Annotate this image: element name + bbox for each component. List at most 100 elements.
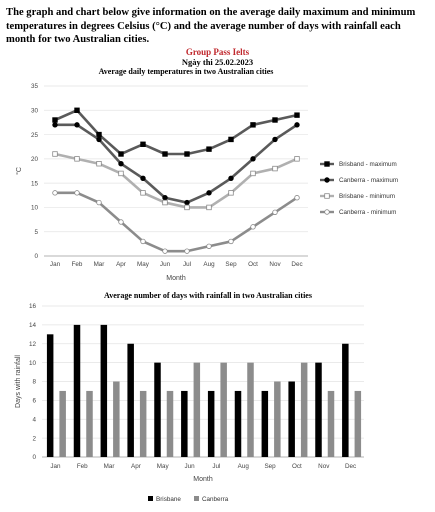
data-point (74, 122, 80, 128)
data-point (96, 161, 102, 167)
data-point (52, 151, 58, 157)
x-tick-label: Sep (264, 463, 276, 470)
data-point (74, 107, 80, 113)
data-point (118, 170, 124, 177)
data-point (96, 199, 102, 206)
bar-canberra (193, 362, 201, 457)
data-point (140, 238, 146, 245)
data-point (206, 146, 212, 152)
bar-brisbane (261, 390, 269, 457)
data-point (140, 141, 146, 147)
x-axis-title: Month (166, 275, 186, 282)
legend-label: Brisband - maximum (339, 161, 397, 168)
x-tick-label: Oct (248, 261, 258, 268)
data-point (52, 122, 58, 128)
y-tick-label: 0 (32, 454, 36, 461)
legend-label: Canberra - maximum (339, 177, 398, 184)
y-tick-label: 20 (31, 156, 39, 163)
bar-canberra (59, 390, 66, 457)
y-tick-label: 10 (29, 360, 37, 367)
y-tick-label: 0 (34, 253, 38, 260)
legend-label: Brisbane (156, 496, 181, 503)
data-point (184, 204, 190, 211)
data-point (118, 161, 124, 167)
data-point (118, 219, 124, 225)
x-axis-title: Month (193, 476, 213, 483)
data-point (272, 165, 278, 172)
y-tick-label: 16 (29, 303, 37, 310)
data-point (272, 209, 278, 215)
data-point (162, 248, 168, 254)
series-line-3 (54, 152, 298, 209)
data-point (206, 243, 212, 249)
data-point (294, 195, 300, 201)
x-tick-label: May (137, 261, 150, 268)
x-tick-label: Jan (50, 261, 61, 268)
data-point (52, 190, 58, 196)
x-tick-label: Aug (203, 261, 215, 268)
bar-canberra (354, 390, 362, 457)
y-tick-label: 5 (34, 229, 38, 236)
data-point (228, 175, 234, 181)
data-point (74, 156, 80, 162)
data-point (250, 122, 256, 128)
bar-canberra (86, 390, 93, 457)
data-point (250, 156, 256, 162)
bar-brisbane (342, 343, 349, 457)
legend-label: Canberra (202, 496, 229, 503)
legend-swatch (194, 496, 199, 501)
series-line-1 (54, 108, 298, 156)
series-line-2 (55, 123, 298, 204)
x-tick-label: Mar (104, 463, 115, 470)
data-point (184, 151, 190, 157)
y-tick-label: 35 (31, 83, 39, 90)
brand-label: Group Pass Ielts (185, 47, 250, 57)
data-point (250, 170, 256, 177)
bar-canberra (113, 381, 120, 457)
x-tick-label: Apr (131, 463, 141, 470)
data-point (294, 156, 300, 162)
y-axis-title: Days with rainfall (15, 355, 22, 408)
x-tick-label: Jun (185, 463, 196, 470)
bar-brisbane (207, 390, 215, 457)
x-tick-label: Oct (292, 463, 302, 470)
bar-canberra (166, 390, 174, 457)
legend-marker (324, 193, 330, 199)
data-point (140, 190, 146, 196)
bar-brisbane (154, 362, 161, 457)
bar-brisbane (46, 334, 54, 457)
data-point (96, 136, 102, 143)
x-tick-label: Feb (77, 463, 88, 470)
x-tick-label: Feb (72, 261, 83, 268)
bar-canberra (247, 362, 254, 457)
data-point (228, 190, 234, 196)
line-chart-temperatures: Average daily temperatures in two Austra… (15, 67, 398, 282)
bar-canberra (274, 381, 281, 457)
data-point (184, 248, 190, 254)
bar-brisbane (73, 324, 81, 457)
x-tick-label: Jul (183, 261, 191, 268)
data-point (74, 190, 80, 196)
y-tick-label: 25 (31, 132, 39, 139)
legend-marker (324, 161, 330, 167)
x-tick-label: Jan (50, 463, 61, 470)
y-tick-label: 8 (32, 379, 36, 386)
data-point (294, 112, 300, 118)
exam-date: Ngày thi 25.02.2023 (181, 57, 254, 67)
legend-marker (324, 177, 330, 183)
x-tick-label: Nov (269, 261, 281, 268)
legend-label: Brisbane - minimum (339, 193, 395, 200)
legend-swatch (148, 496, 153, 501)
x-tick-label: Aug (238, 463, 250, 470)
bar-canberra (220, 362, 227, 457)
bar-brisbane (234, 390, 242, 457)
bar-chart-title: Average number of days with rainfall in … (104, 291, 312, 300)
legend-label: Canberra - minimum (339, 209, 396, 216)
bar-brisbane (288, 381, 295, 457)
series-line-4 (55, 191, 298, 253)
y-tick-label: 6 (32, 398, 36, 405)
bar-canberra (300, 362, 308, 457)
data-point (228, 238, 234, 245)
bar-brisbane (100, 324, 108, 457)
